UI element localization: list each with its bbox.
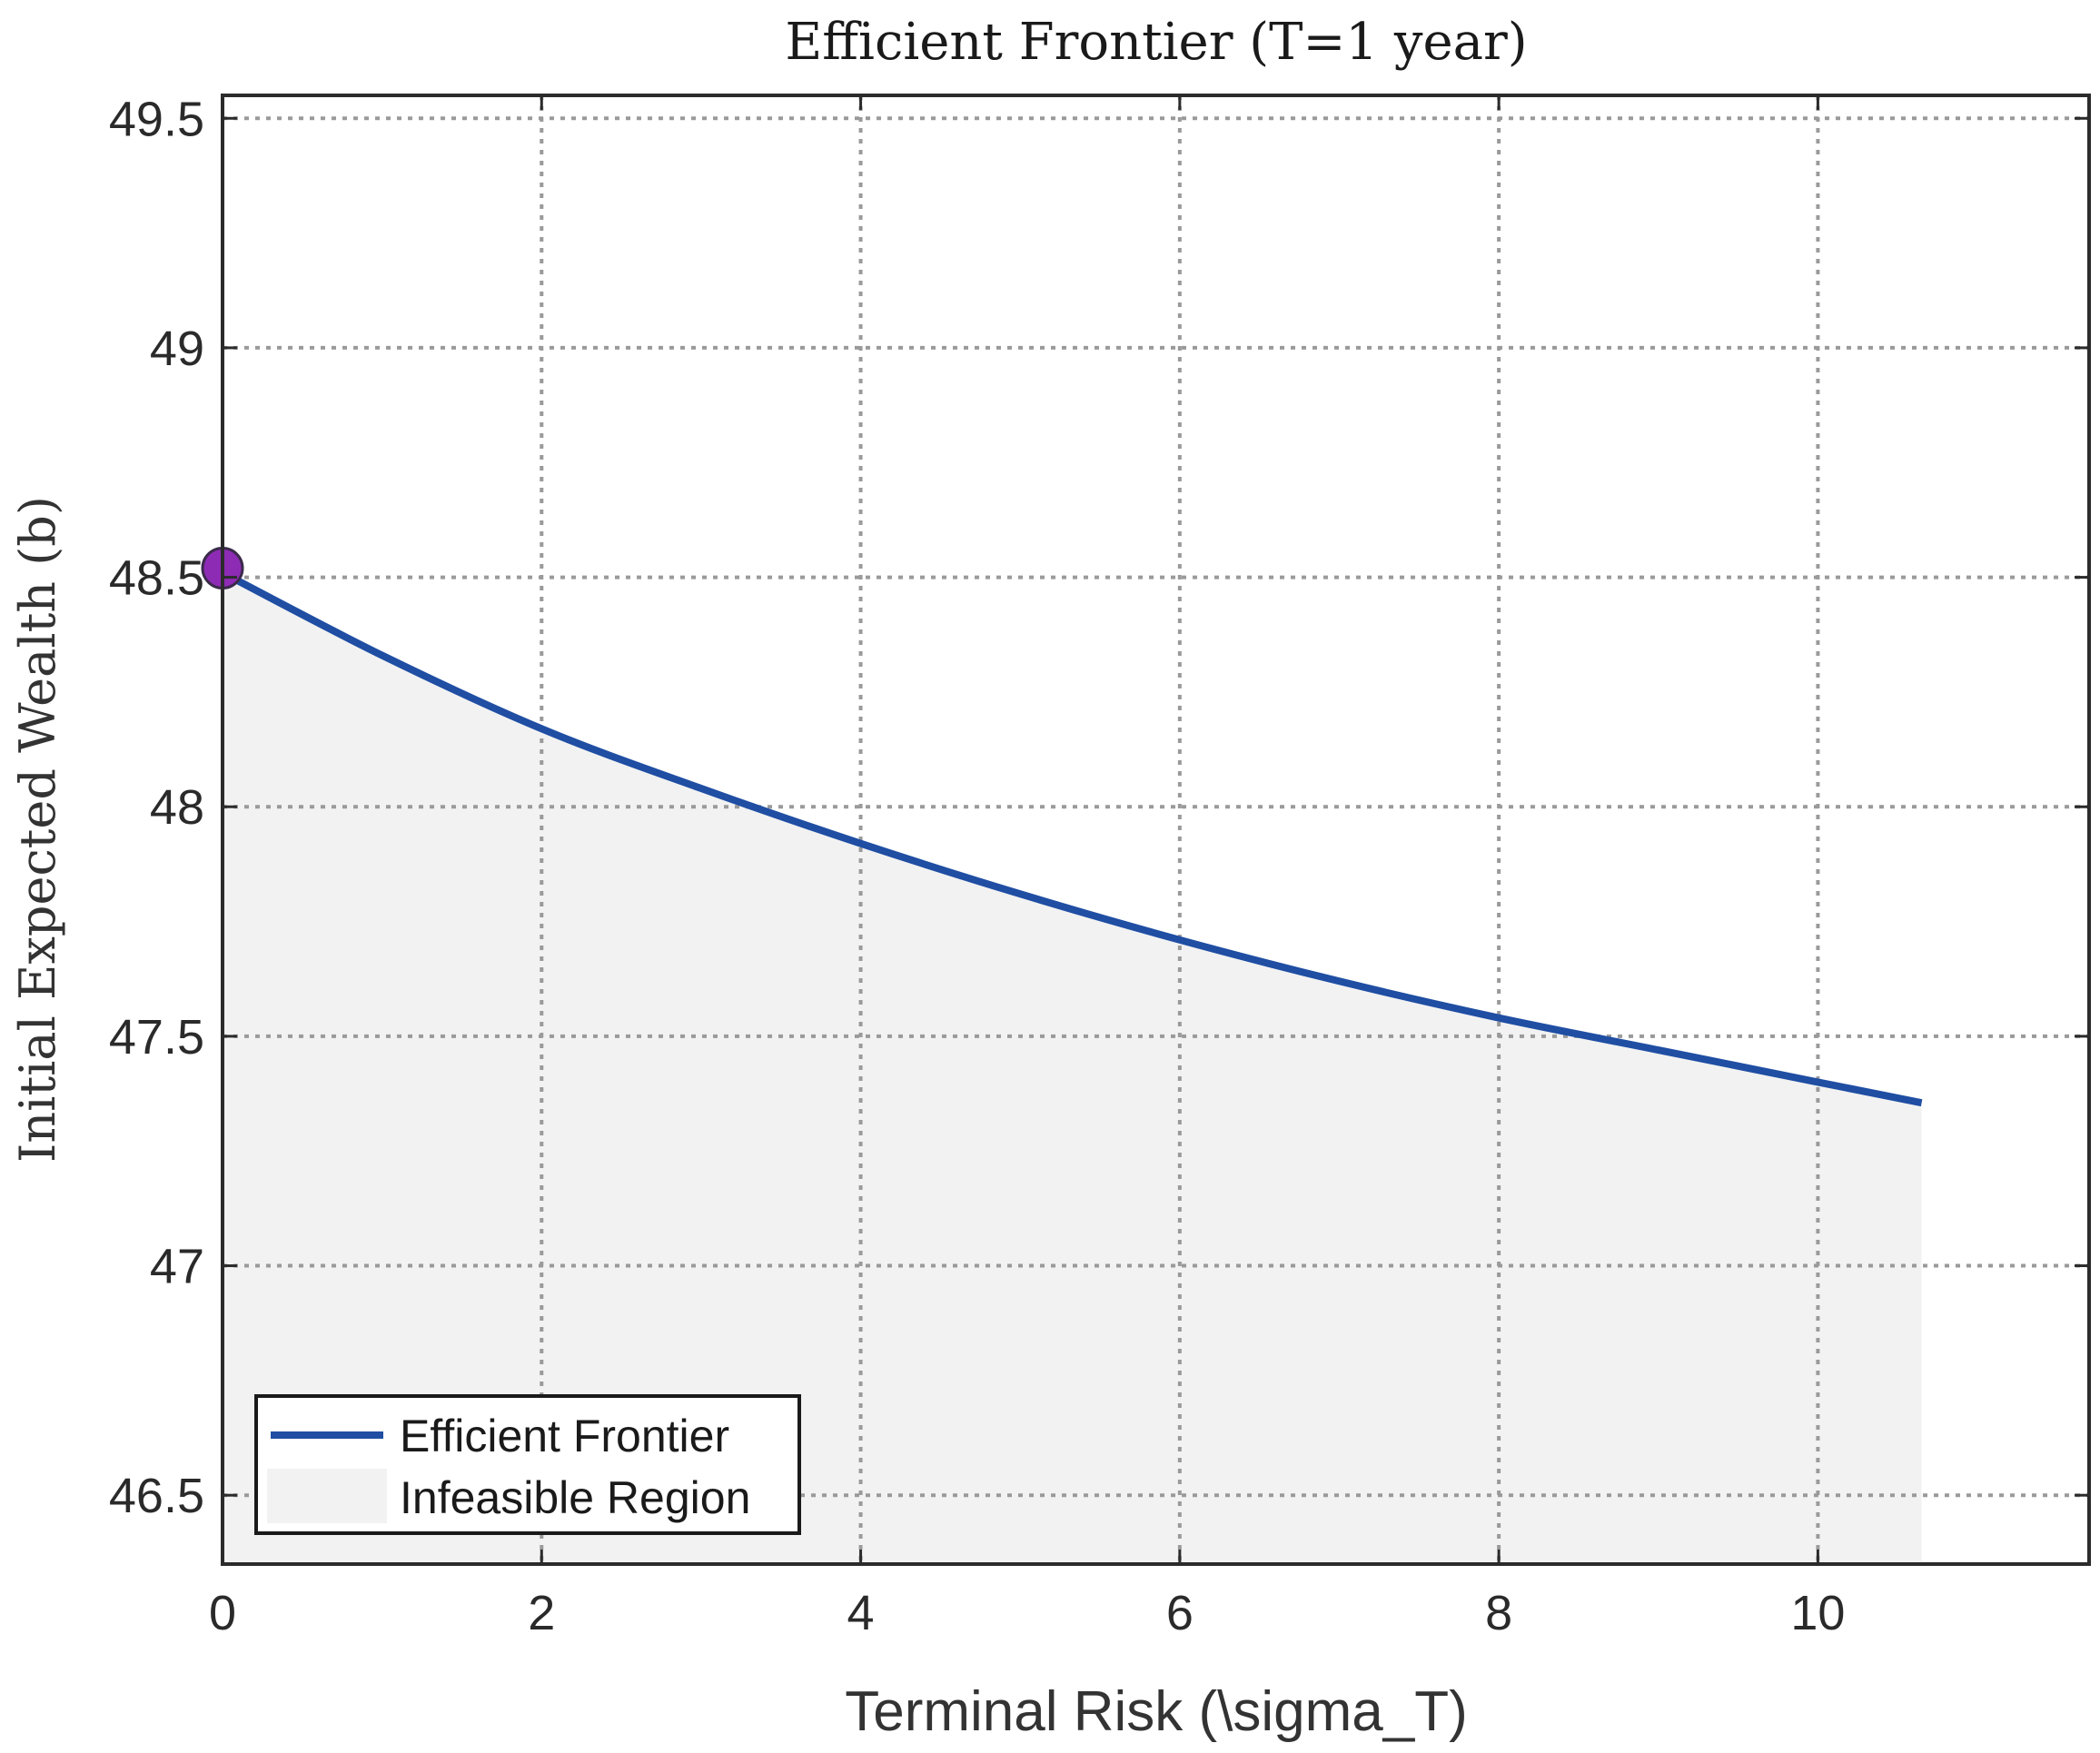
x-tick-label-0: 0 bbox=[209, 1586, 236, 1640]
x-tick-label-1: 2 bbox=[528, 1586, 555, 1640]
infeasible-region bbox=[223, 572, 1922, 1564]
tick-labels: 0 2 4 6 8 10 46.5 47 47.5 48 48.5 49 49.5 bbox=[109, 92, 1846, 1640]
legend: Efficient Frontier Infeasible Region bbox=[254, 1394, 801, 1535]
y-tick-label-2: 47.5 bbox=[109, 1010, 204, 1065]
plot-frame bbox=[221, 94, 2091, 1566]
y-tick-label-6: 49.5 bbox=[109, 92, 204, 146]
infeasible-region-layer bbox=[223, 572, 1922, 1564]
legend-label-efficient-frontier: Efficient Frontier bbox=[400, 1411, 729, 1461]
legend-label-infeasible-region: Infeasible Region bbox=[400, 1472, 750, 1523]
x-tick-label-3: 6 bbox=[1166, 1586, 1194, 1640]
x-axis-label: Terminal Risk (\sigma_T) bbox=[845, 1680, 1468, 1743]
y-axis-label: Initial Expected Wealth (b) bbox=[9, 496, 66, 1163]
y-tick-label-1: 47 bbox=[150, 1240, 204, 1294]
y-tick-label-5: 49 bbox=[150, 322, 204, 376]
y-tick-label-4: 48.5 bbox=[109, 551, 204, 606]
x-tick-label-2: 4 bbox=[847, 1586, 875, 1640]
efficient-frontier-line bbox=[221, 569, 1923, 1107]
y-tick-label-3: 48 bbox=[150, 780, 204, 835]
y-tick-label-0: 46.5 bbox=[109, 1469, 204, 1523]
legend-swatch-infeasible-region bbox=[267, 1469, 387, 1523]
x-tick-label-4: 8 bbox=[1485, 1586, 1512, 1640]
x-tick-label-5: 10 bbox=[1790, 1586, 1845, 1640]
grid bbox=[223, 95, 2089, 1564]
tick-marks bbox=[221, 95, 2089, 1564]
chart-title: Efficient Frontier (T=1 year) bbox=[785, 13, 1527, 72]
